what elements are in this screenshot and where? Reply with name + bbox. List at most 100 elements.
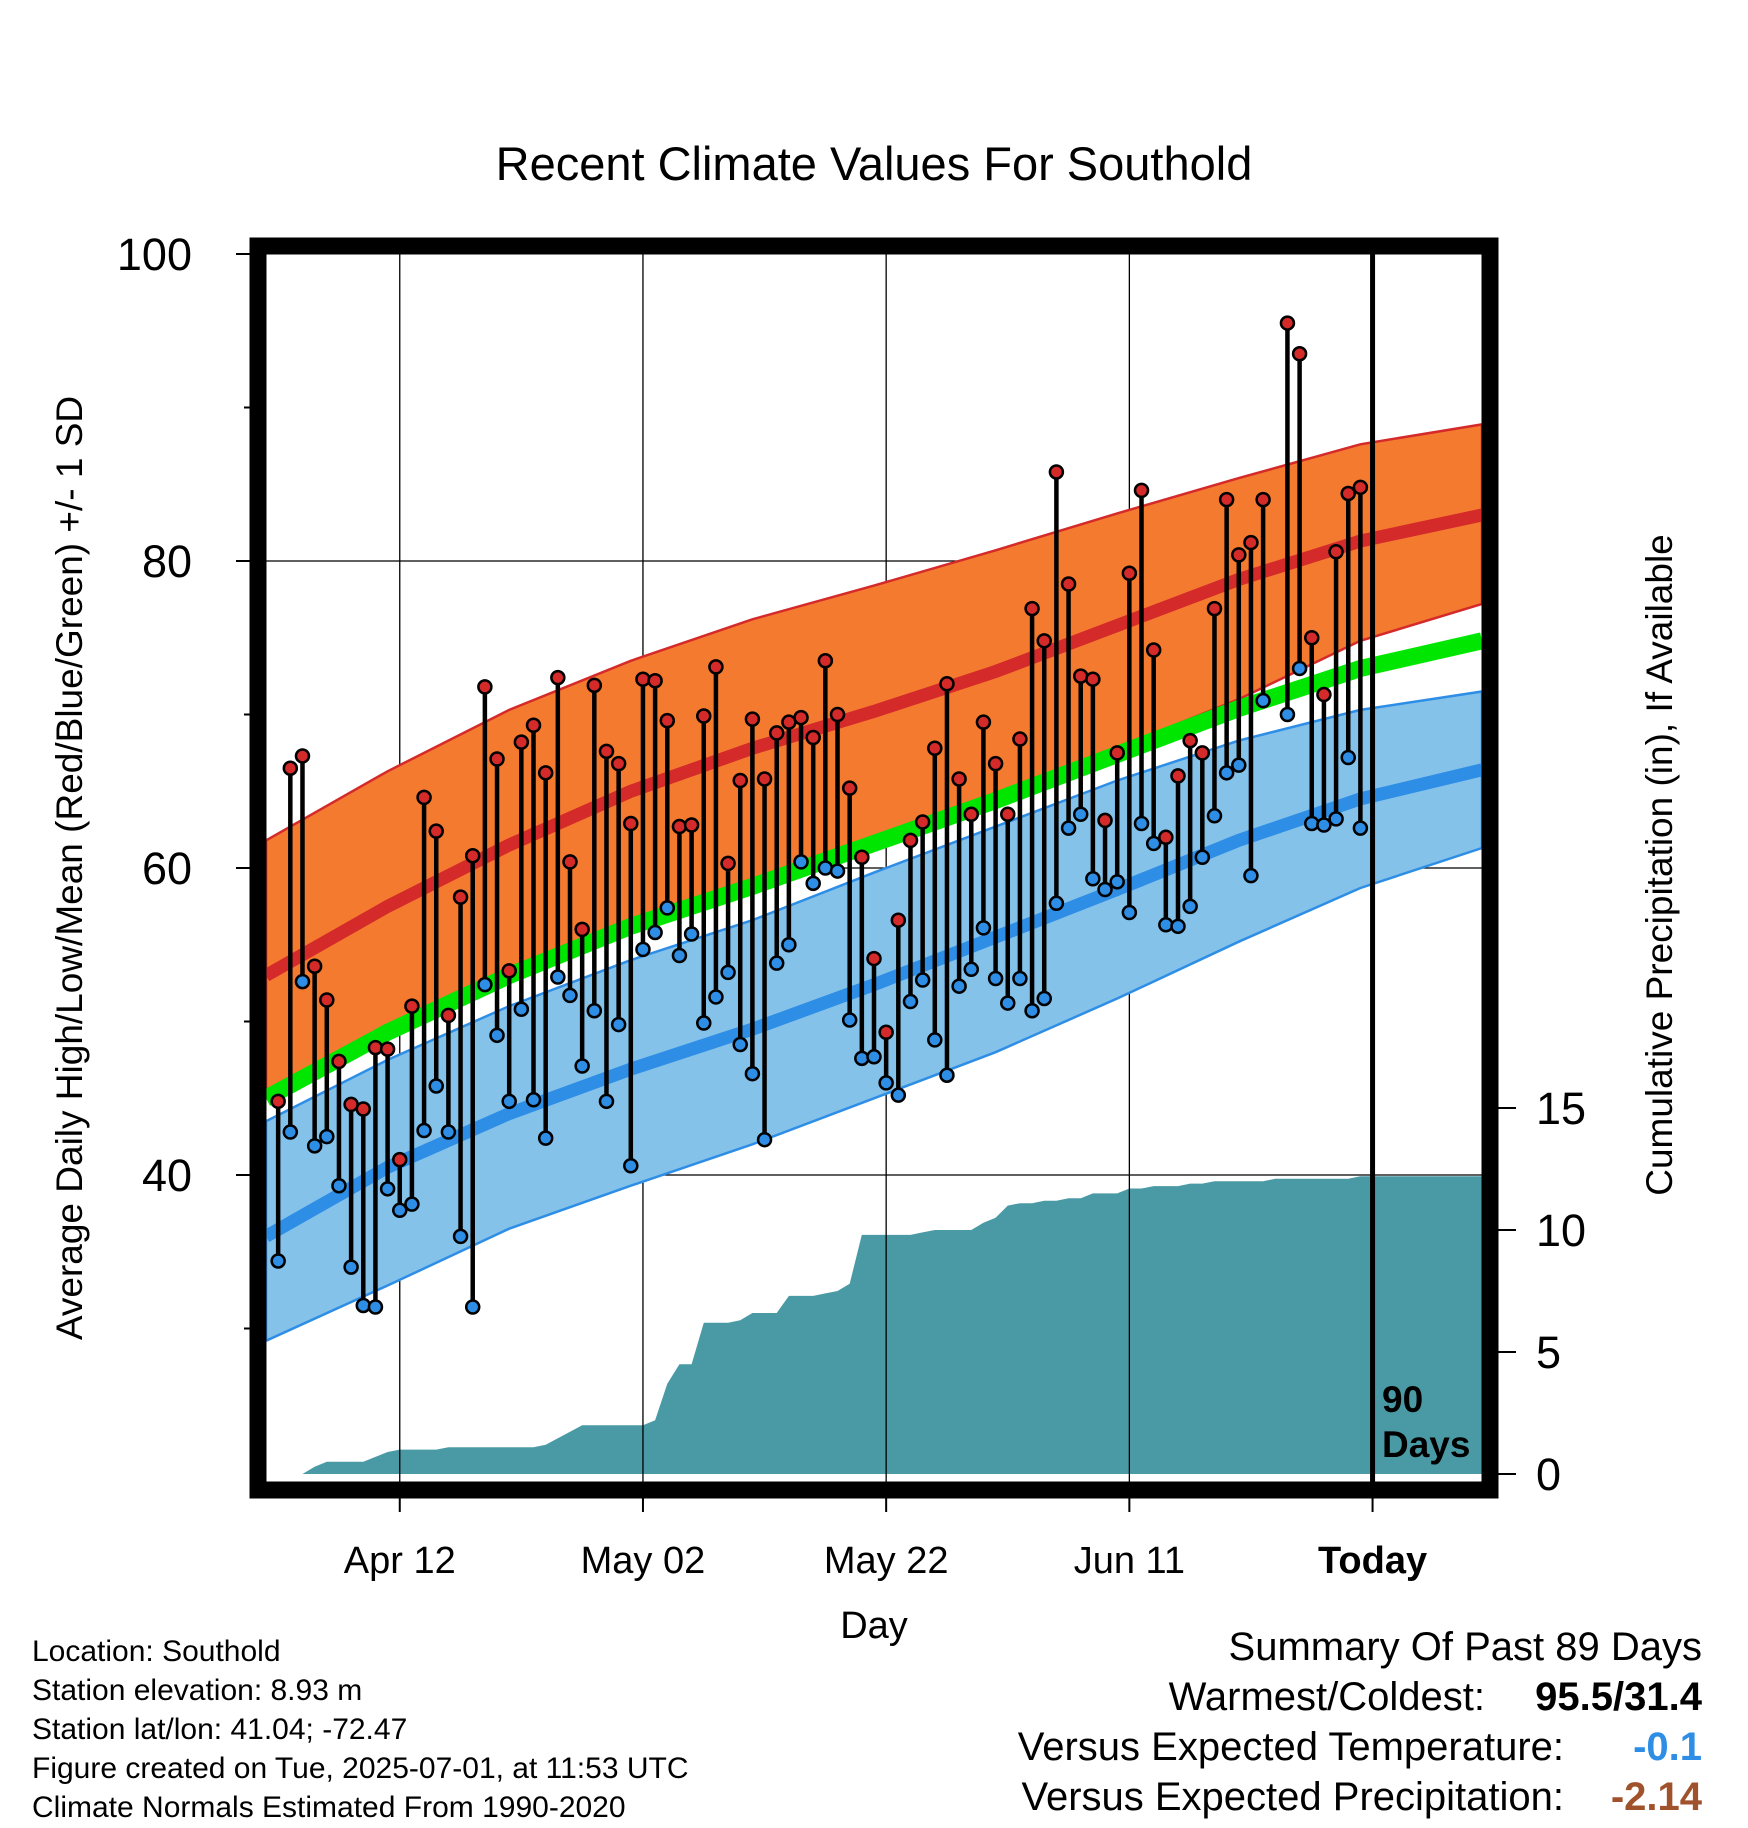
daily-low-point (1206, 808, 1223, 824)
daily-low-point (1036, 990, 1052, 1007)
daily-low-point (464, 1299, 481, 1315)
today-marker-label-days-count: 90 (1382, 1379, 1423, 1420)
daily-low-point (404, 1196, 420, 1212)
daily-high-point (501, 963, 517, 979)
daily-low-point (306, 1138, 323, 1154)
daily-high-point (1145, 642, 1162, 658)
normals-text: Climate Normals Estimated From 1990-2020 (32, 1791, 626, 1824)
daily-high-point (756, 771, 773, 787)
daily-high-point (489, 751, 505, 767)
daily-low-point (671, 947, 688, 964)
daily-low-point (902, 993, 919, 1010)
station-info: Location: Southold Station elevation: 8.… (32, 1632, 689, 1827)
precip-vs-expected-value: -2.14 (1610, 1775, 1702, 1819)
daily-low-point (927, 1032, 943, 1048)
daily-low-point (1158, 917, 1174, 933)
daily-high-point (805, 729, 821, 746)
daily-low-point (1133, 815, 1150, 832)
daily-high-point (1291, 346, 1308, 362)
y-tick-label: 40 (142, 1150, 192, 1201)
daily-high-point (768, 725, 785, 741)
daily-low-point (1012, 970, 1028, 987)
daily-low-point (890, 1087, 907, 1103)
daily-low-point (939, 1067, 955, 1083)
daily-high-point (1085, 671, 1101, 687)
daily-high-point (392, 1151, 408, 1168)
daily-high-point (939, 676, 955, 692)
daily-low-point (829, 863, 846, 879)
daily-high-point (623, 815, 639, 832)
daily-high-point (647, 672, 663, 689)
daily-high-point (1012, 731, 1028, 747)
daily-high-point (1048, 464, 1065, 480)
daily-high-point (525, 717, 542, 733)
daily-low-point (1072, 806, 1089, 823)
daily-high-point (732, 772, 748, 789)
daily-high-point (1352, 479, 1369, 496)
daily-high-point (1279, 315, 1296, 331)
daily-low-point (331, 1177, 347, 1194)
daily-high-point (416, 789, 432, 806)
daily-high-point (306, 958, 323, 974)
daily-high-point (1255, 491, 1271, 508)
x-tick-label: May 22 (824, 1540, 949, 1582)
daily-high-point (696, 708, 712, 724)
daily-low-point (647, 924, 663, 941)
daily-high-point (1218, 491, 1235, 508)
daily-high-point (562, 854, 578, 870)
daily-low-point (562, 987, 578, 1004)
daily-low-point (1328, 811, 1344, 827)
elevation-text: Station elevation: 8.93 m (32, 1674, 363, 1707)
daily-low-point (1121, 904, 1138, 921)
daily-low-point (489, 1027, 505, 1044)
daily-high-point (440, 1007, 457, 1024)
daily-high-point (294, 748, 311, 764)
daily-low-point (1109, 874, 1125, 890)
daily-high-point (659, 712, 676, 729)
daily-high-point (720, 855, 736, 872)
daily-high-point (963, 806, 980, 823)
daily-low-point (951, 978, 967, 994)
daily-low-point (1291, 660, 1308, 677)
daily-low-point (550, 969, 566, 985)
y-tick-label: 60 (142, 843, 192, 894)
summary-temp-row: Versus Expected Temperature: -0.1 (1018, 1722, 1702, 1772)
daily-low-point (696, 1015, 712, 1031)
daily-low-point (574, 1058, 590, 1074)
daily-low-point (586, 1003, 603, 1019)
daily-low-point (866, 1049, 882, 1065)
daily-high-point (282, 760, 299, 776)
daily-high-point (1133, 482, 1150, 499)
daily-low-point (610, 1016, 627, 1033)
daily-low-point (659, 900, 676, 916)
daily-high-point (1231, 547, 1247, 563)
daily-low-point (708, 989, 724, 1005)
daily-low-point (1304, 815, 1320, 832)
daily-low-point (975, 920, 992, 936)
daily-high-point (1121, 565, 1138, 582)
y2-tick-label: 15 (1536, 1083, 1586, 1134)
daily-low-point (537, 1130, 554, 1146)
today-marker-label-days: Days (1382, 1424, 1470, 1465)
daily-high-point (452, 889, 469, 905)
daily-high-point (1109, 745, 1125, 761)
y2-tick-label: 10 (1536, 1205, 1586, 1256)
summary-title: Summary Of Past 89 Days (1228, 1625, 1702, 1669)
daily-low-point (392, 1202, 408, 1219)
daily-low-point (1243, 867, 1259, 884)
daily-low-point (781, 937, 797, 953)
daily-low-point (878, 1075, 894, 1091)
y-tick-label: 100 (117, 229, 192, 280)
daily-high-point (1072, 668, 1089, 684)
daily-high-point (513, 734, 530, 750)
daily-low-point (1255, 692, 1271, 709)
daily-low-point (1145, 835, 1162, 852)
x-axis-label: Day (840, 1605, 908, 1647)
daily-high-point (1170, 768, 1186, 784)
daily-low-point (525, 1092, 542, 1108)
daily-low-point (1316, 817, 1332, 833)
daily-high-point (319, 992, 335, 1008)
daily-low-point (732, 1036, 748, 1053)
daily-high-point (829, 706, 846, 723)
mean-normal-line (261, 632, 1484, 1106)
